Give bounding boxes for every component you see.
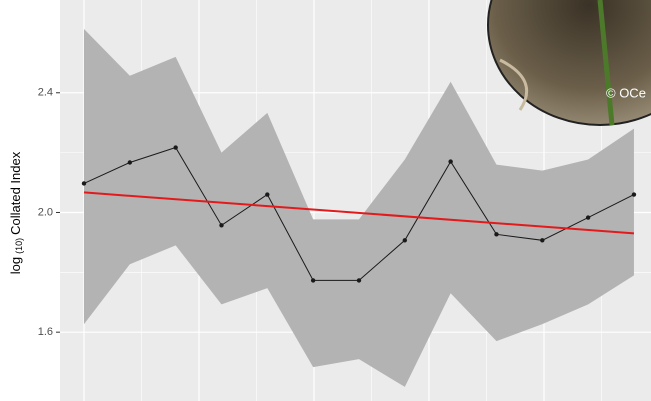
photo-grass	[499, 58, 529, 111]
photo-stem	[597, 0, 615, 126]
y-tick-label: 1.6	[38, 326, 53, 338]
y-axis-label: log (10) Collated Index	[8, 151, 24, 274]
point	[310, 278, 316, 283]
photo-credit: © OCe	[606, 85, 646, 100]
marks	[81, 29, 637, 387]
trend-line	[83, 191, 635, 235]
y-tick-label: 2.0	[38, 206, 53, 218]
point	[585, 215, 591, 220]
point	[81, 181, 87, 186]
point	[448, 159, 453, 164]
point	[494, 232, 499, 237]
confidence-band	[84, 29, 634, 387]
y-label-sub: (10)	[14, 238, 24, 254]
point	[127, 160, 133, 165]
y-label-rest: Collated Index	[8, 151, 23, 235]
point	[540, 238, 545, 243]
point	[631, 192, 637, 197]
y-label-main: log	[8, 257, 23, 274]
point	[402, 238, 408, 243]
point	[219, 223, 224, 228]
point	[265, 192, 270, 197]
point	[173, 145, 178, 150]
y-tick-label: 2.4	[38, 87, 53, 99]
photo: © OCe	[487, 0, 651, 126]
point	[356, 278, 362, 283]
